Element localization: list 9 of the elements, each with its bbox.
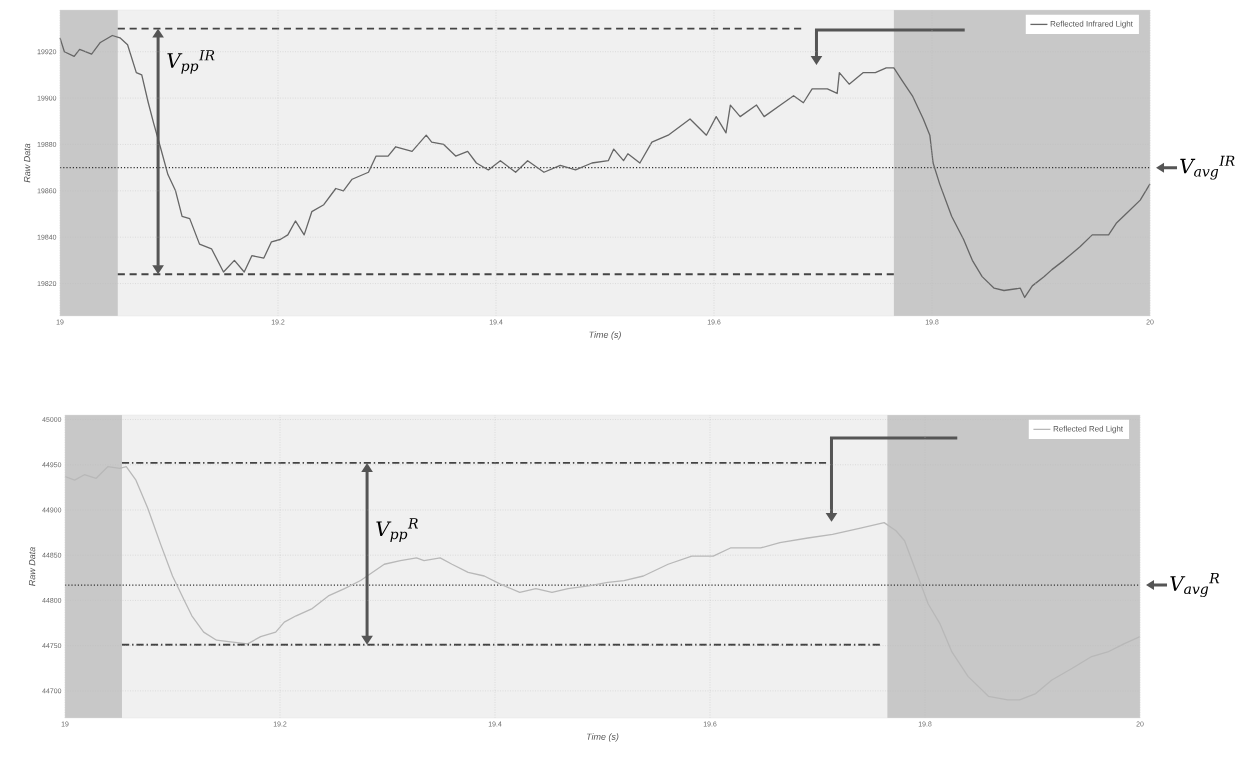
annotation: V$_{avg}$IR xyxy=(1180,155,1235,180)
y-axis-title: Raw Data xyxy=(23,143,31,183)
line-series xyxy=(59,34,1151,299)
annotation: V$_{pp}$R xyxy=(376,518,419,542)
x-axis-title: Time (s) xyxy=(586,733,619,742)
y-axis-title: Raw Data xyxy=(28,547,36,586)
x-axis-title: Time (s) xyxy=(589,331,621,340)
annotation: V$_{pp}$IR xyxy=(167,50,215,74)
annotation: V$_{avg}$R xyxy=(1170,573,1220,597)
